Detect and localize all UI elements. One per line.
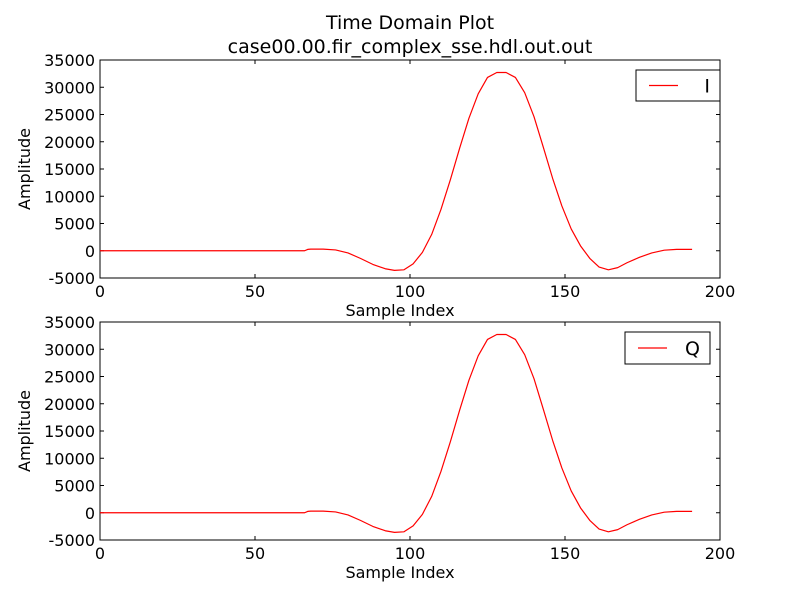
y-tick-label: 35000	[44, 313, 95, 332]
figure-title-line-2: case00.00.fir_complex_sse.hdl.out.out	[228, 36, 593, 58]
x-tick-label: 50	[245, 282, 265, 301]
x-tick-label: 100	[395, 544, 426, 563]
y-tick-label: 15000	[44, 422, 95, 441]
y-tick-label: -5000	[49, 531, 96, 550]
x-tick-label: 50	[245, 544, 265, 563]
x-tick-label: 200	[705, 282, 736, 301]
x-axis-label: Sample Index	[345, 563, 454, 582]
y-tick-label: 15000	[44, 160, 95, 179]
y-tick-label: 5000	[54, 215, 95, 234]
y-tick-label: 20000	[44, 395, 95, 414]
y-tick-label: 25000	[44, 106, 95, 125]
plot-q-channel: 0 50 100 150 200-500005000100001500020000250…	[15, 313, 735, 582]
legend-label: I	[704, 76, 710, 98]
legend-label: Q	[685, 338, 700, 360]
series-line-q	[100, 333, 693, 533]
y-tick-label: -5000	[49, 269, 96, 288]
figure-title-line-1: Time Domain Plot	[325, 12, 494, 34]
y-axis-label: Amplitude	[15, 128, 34, 210]
x-tick-label: 0	[95, 282, 105, 301]
y-tick-label: 25000	[44, 368, 95, 387]
y-tick-label: 5000	[54, 477, 95, 496]
x-axis-label: Sample Index	[345, 301, 454, 320]
x-tick-label: 100	[395, 282, 426, 301]
plot-i-channel: 0 50 100 150 200-500005000100001500020000250…	[15, 51, 735, 320]
y-tick-label: 30000	[44, 340, 95, 359]
series-line-i	[100, 71, 693, 271]
y-tick-label: 0	[85, 242, 95, 261]
x-tick-label: 150	[550, 544, 581, 563]
x-tick-label: 200	[705, 544, 736, 563]
y-tick-label: 10000	[44, 449, 95, 468]
y-tick-label: 0	[85, 504, 95, 523]
x-tick-label: 150	[550, 282, 581, 301]
y-axis-label: Amplitude	[15, 390, 34, 472]
y-tick-label: 35000	[44, 51, 95, 70]
x-tick-label: 0	[95, 544, 105, 563]
y-tick-label: 10000	[44, 187, 95, 206]
y-tick-label: 20000	[44, 133, 95, 152]
y-tick-label: 30000	[44, 78, 95, 97]
